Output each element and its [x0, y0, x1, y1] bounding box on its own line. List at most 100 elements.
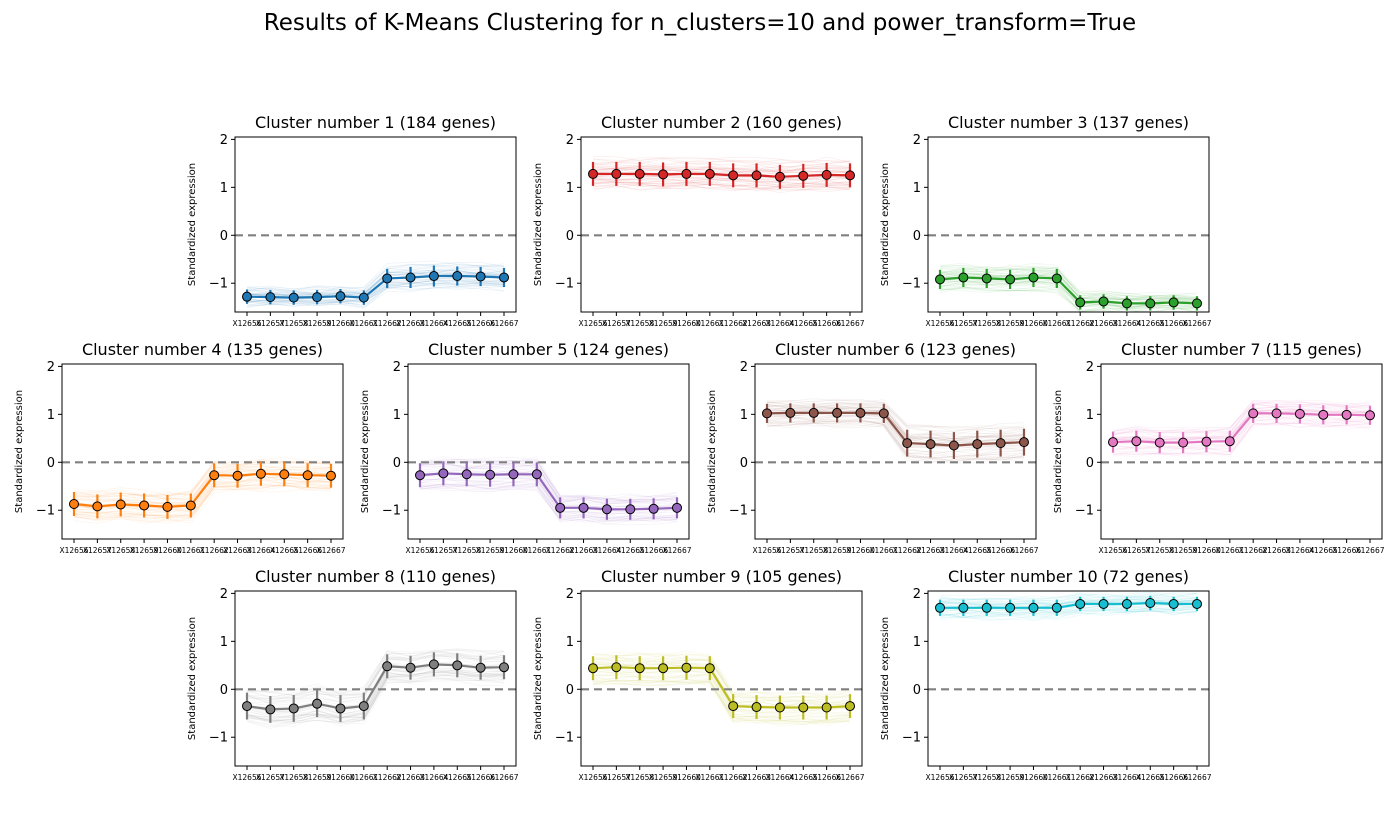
x-tick-label: X12666: [1159, 773, 1188, 782]
cluster-panel-1: −1012X12656X12657X12658X12659X12660X1266…: [187, 113, 519, 328]
gene-trace: [592, 180, 851, 187]
gene-trace: [939, 607, 1198, 617]
mean-point: [428, 659, 439, 670]
gene-trace: [246, 263, 505, 291]
gene-trace: [766, 421, 1025, 463]
mean-point: [1318, 409, 1329, 420]
x-tick-label: X12666: [812, 319, 841, 328]
mean-point: [1121, 598, 1132, 609]
x-tick-label: X12665: [789, 773, 818, 782]
gene-trace: [939, 607, 1198, 618]
gene-trace: [419, 483, 678, 521]
x-tick-label: X12667: [836, 319, 865, 328]
gene-trace: [246, 675, 505, 724]
gene-trace: [1112, 422, 1371, 456]
x-tick-label: X12664: [765, 319, 794, 328]
mean-point: [1145, 298, 1156, 309]
gene-trace: [246, 674, 505, 724]
gene-trace: [939, 286, 1198, 312]
panel-title: Cluster number 1 (184 genes): [255, 113, 496, 132]
y-tick-label: 1: [566, 181, 574, 196]
mean-point: [475, 662, 486, 673]
mean-point: [209, 470, 220, 481]
x-tick-label: X12658: [972, 773, 1001, 782]
gene-trace: [73, 485, 332, 524]
gene-trace: [246, 655, 505, 700]
gene-trace: [246, 667, 505, 720]
cluster-panel-3: −1012X12656X12657X12658X12659X12660X1266…: [880, 113, 1212, 328]
x-tick-label: X12667: [1356, 546, 1385, 555]
gene-trace: [73, 460, 332, 496]
mean-point: [774, 171, 785, 182]
gene-trace: [73, 465, 332, 502]
gene-trace: [939, 270, 1198, 304]
x-tick-label: X12667: [1183, 773, 1212, 782]
gene-trace: [766, 419, 1025, 461]
gene-trace: [592, 162, 851, 171]
gene-trace: [419, 482, 678, 521]
gene-trace: [1112, 407, 1371, 439]
gene-trace: [939, 608, 1198, 618]
mean-point: [672, 502, 682, 513]
mean-point: [601, 504, 612, 515]
x-tick-label: X12664: [765, 773, 794, 782]
gene-trace: [1112, 422, 1371, 456]
gene-trace: [246, 671, 505, 722]
y-tick-label: 0: [566, 683, 574, 698]
gene-trace: [420, 464, 678, 505]
gene-trace: [246, 270, 505, 297]
gene-trace: [246, 677, 505, 725]
x-tick-label: X12657: [83, 546, 112, 555]
mean-point: [658, 169, 669, 180]
gene-trace: [73, 478, 332, 514]
gene-traces: [766, 398, 1025, 464]
mean-point: [265, 292, 276, 303]
gene-trace: [1112, 406, 1371, 441]
gene-trace: [1112, 421, 1371, 458]
mean-point: [499, 272, 509, 283]
y-tick-label: 1: [220, 635, 228, 650]
mean-point: [1168, 297, 1179, 308]
x-tick-label: X12664: [419, 319, 448, 328]
gene-trace: [939, 267, 1198, 300]
mean-point: [1005, 602, 1016, 613]
gene-trace: [592, 651, 851, 695]
gene-trace: [592, 660, 851, 706]
x-tick-label: X12665: [443, 773, 472, 782]
gene-trace: [1112, 399, 1371, 432]
gene-trace: [419, 461, 678, 504]
mean-point: [878, 408, 889, 419]
gene-trace: [592, 165, 851, 173]
x-tick-label: X12662: [373, 773, 402, 782]
gene-trace: [592, 679, 851, 724]
mean-point: [995, 438, 1006, 449]
mean-point: [1192, 298, 1202, 309]
gene-trace: [939, 266, 1198, 298]
x-tick-label: X12666: [986, 546, 1015, 555]
x-tick-label: X12656: [926, 773, 955, 782]
gene-trace: [766, 417, 1025, 457]
axes-frame: [754, 363, 1037, 540]
gene-trace: [1112, 422, 1371, 456]
x-tick-label: X12665: [963, 546, 992, 555]
gene-trace: [592, 177, 851, 185]
gene-trace: [246, 264, 505, 295]
gene-trace: [592, 673, 851, 719]
gene-trace: [1112, 422, 1371, 455]
gene-trace: [1112, 400, 1371, 434]
gene-trace: [939, 283, 1198, 312]
mean-point: [242, 701, 252, 712]
y-tick-label: 2: [47, 360, 55, 375]
gene-trace: [766, 404, 1025, 442]
gene-trace: [939, 591, 1198, 602]
gene-trace: [939, 609, 1198, 619]
gene-trace: [419, 456, 678, 500]
gene-trace: [246, 650, 505, 696]
x-tick-label: X12661: [1042, 319, 1071, 328]
x-tick-label: X12660: [672, 773, 701, 782]
gene-trace: [592, 181, 851, 191]
mean-point: [405, 662, 416, 673]
gene-trace: [766, 420, 1025, 460]
gene-trace: [592, 185, 851, 193]
x-tick-label: X12656: [753, 546, 782, 555]
